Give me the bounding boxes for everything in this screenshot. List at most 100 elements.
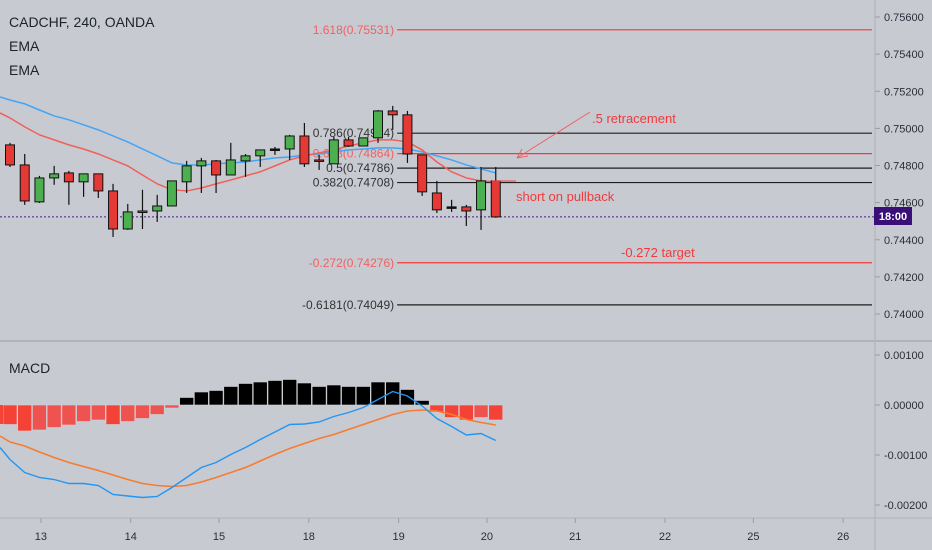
macd-hist-bar	[355, 386, 371, 406]
fib-label: 0.382(0.74708)	[313, 176, 394, 190]
macd-hist-bar	[0, 405, 3, 424]
time-tick-label: 18	[303, 531, 315, 543]
macd-tick-label: -0.00200	[884, 500, 927, 512]
time-tick-label: 14	[125, 531, 137, 543]
macd-hist-bar	[208, 390, 224, 406]
candle-body	[181, 165, 192, 183]
price-tick-label: 0.75000	[884, 123, 924, 135]
candle	[476, 166, 487, 230]
candle-body	[490, 180, 501, 218]
arrow-line[interactable]	[516, 111, 591, 159]
macd-hist-bar	[400, 389, 415, 406]
ema-legend-2[interactable]: EMA	[9, 62, 40, 78]
macd-hist-bar	[488, 404, 504, 421]
candle-body	[255, 149, 266, 157]
candles	[5, 105, 501, 237]
candle-body	[417, 154, 428, 193]
ema-fast-line	[9, 117, 496, 192]
ema-legend-1[interactable]: EMA	[9, 38, 40, 54]
candle	[328, 136, 339, 165]
macd-hist-bar	[17, 404, 33, 432]
candle-body	[314, 159, 325, 162]
candle	[93, 173, 104, 198]
candle	[152, 194, 163, 222]
candle	[137, 189, 148, 229]
candle-body	[387, 110, 398, 116]
macd-hist-bar	[164, 404, 180, 409]
price-tick-label: 0.74000	[884, 309, 924, 321]
candle	[211, 159, 222, 193]
candle	[387, 105, 398, 130]
macd-hist-bar	[370, 381, 386, 406]
candle	[240, 153, 251, 177]
candle	[49, 165, 60, 185]
macd-hist-bar	[105, 404, 121, 425]
candle-body	[63, 172, 74, 183]
axes: 0.75600 0.75400 0.75200 0.75000 0.74800 0.746…	[35, 12, 928, 543]
candle	[255, 149, 266, 167]
ema-slow-line-start	[0, 96, 11, 101]
fib-label: -0.6181(0.74049)	[302, 298, 394, 312]
time-tick-label: 25	[747, 531, 759, 543]
macd-hist-bar	[252, 381, 268, 406]
time-tick-label: 26	[837, 531, 849, 543]
candle-body	[78, 173, 89, 183]
macd-hist-bar	[46, 404, 62, 428]
ema-lines	[0, 96, 875, 218]
candle	[63, 170, 74, 205]
fib-label: 1.618(0.75531)	[313, 23, 394, 37]
candle-body	[196, 160, 207, 167]
candle-body	[284, 135, 295, 150]
macd-hist-bar	[267, 380, 283, 406]
symbol-legend[interactable]: CADCHF, 240, OANDA	[9, 14, 155, 30]
short-note: short on pullback	[516, 189, 615, 204]
candle-body	[137, 210, 148, 213]
macd-legend[interactable]: MACD	[9, 360, 51, 376]
price-tick-label: 0.75200	[884, 86, 924, 98]
macd-hist-bar	[120, 404, 136, 422]
macd-hist-bar	[429, 404, 445, 413]
macd-hist-bar	[179, 397, 194, 406]
candle-body	[49, 173, 60, 179]
candle	[34, 175, 45, 203]
annotations[interactable]: .5 retracement short on pullback -0.272 …	[492, 111, 695, 260]
candle	[108, 183, 119, 237]
price-tick-label: 0.74600	[884, 198, 924, 210]
candle	[490, 166, 501, 218]
price-tick-label: 0.75600	[884, 12, 924, 24]
macd-line	[9, 390, 497, 499]
macd-hist-bar	[311, 386, 327, 406]
candle	[402, 110, 413, 163]
candle-body	[108, 190, 119, 230]
macd-hist-bar	[341, 386, 356, 406]
arrow-head-icon	[516, 148, 529, 159]
candle	[122, 203, 133, 230]
candle-body	[299, 135, 310, 165]
candle-body	[211, 160, 222, 176]
candle-body	[402, 114, 413, 155]
candle-body	[122, 211, 133, 230]
candle	[417, 154, 428, 196]
candle	[431, 180, 442, 214]
macd-hist-bar	[135, 404, 150, 419]
candle	[373, 109, 383, 143]
macd-hist-bar	[297, 382, 312, 406]
macd-hist-bar	[2, 404, 18, 425]
candle-body	[446, 206, 457, 209]
macd-hist-bar	[414, 400, 430, 406]
fib-label: 0.5(0.74786)	[326, 161, 394, 175]
candle-body	[166, 180, 177, 207]
candle	[446, 199, 457, 212]
time-tick-label: 15	[213, 531, 225, 543]
ema-fast-line-start	[0, 112, 11, 119]
macd-hist-bar	[149, 404, 165, 415]
fib-levels[interactable]: 1.618(0.75531)0.786(0.74974)0.618(0.7486…	[302, 23, 872, 312]
candle-body	[240, 155, 251, 162]
candle	[314, 154, 325, 170]
candle	[358, 137, 369, 147]
macd-hist-bar	[61, 404, 77, 426]
candle-body	[476, 180, 487, 211]
price-tick-label: 0.74200	[884, 272, 924, 284]
